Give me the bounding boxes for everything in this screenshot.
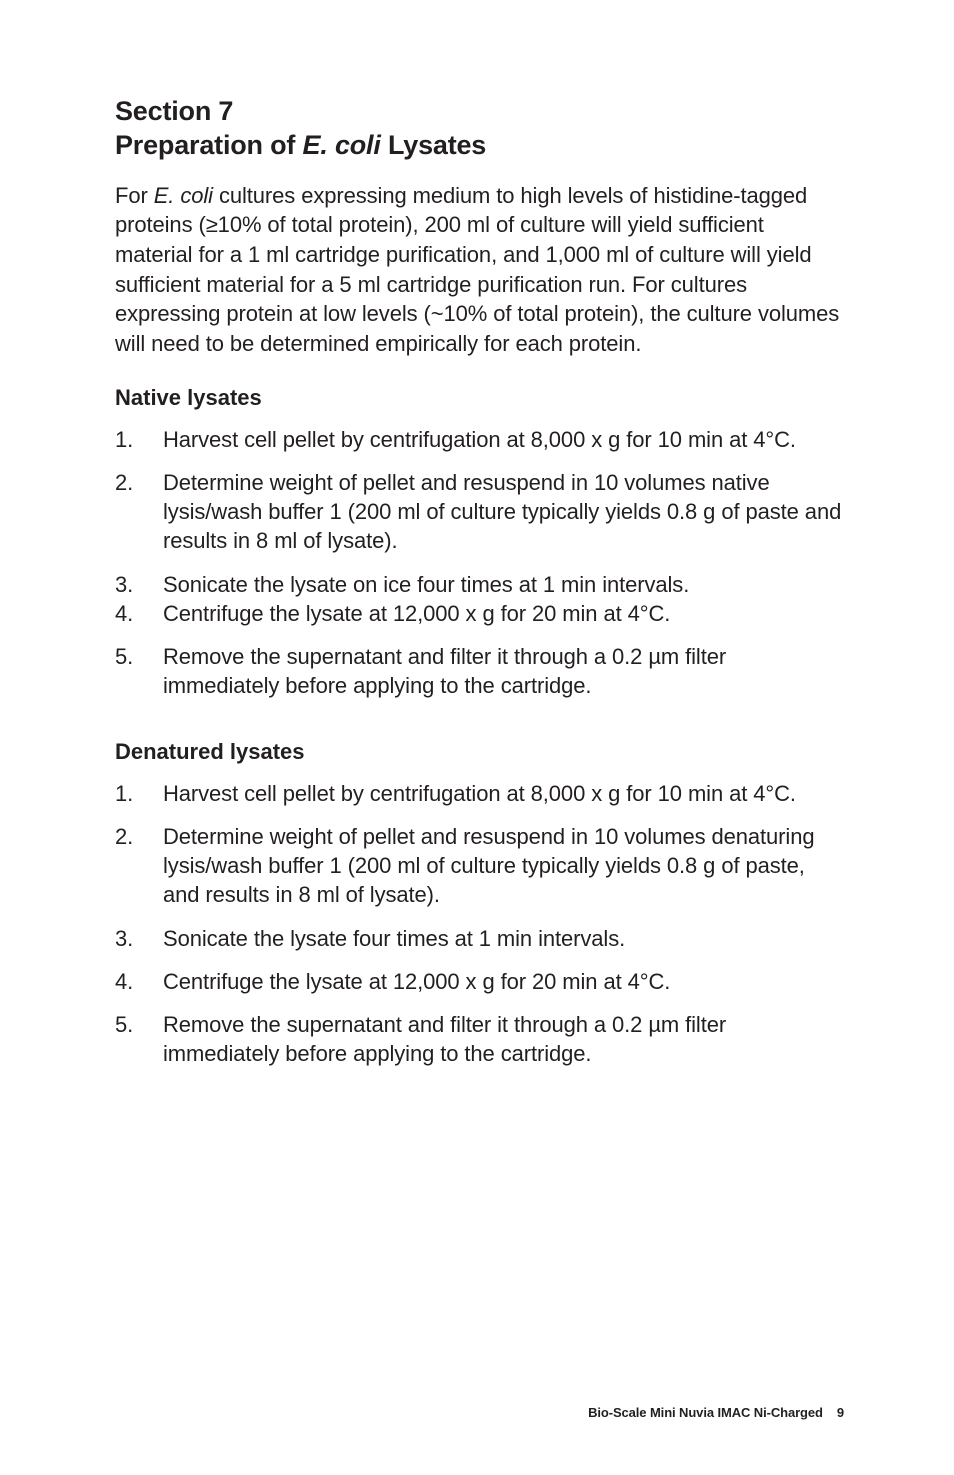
page-footer: Bio-Scale Mini Nuvia IMAC Ni-Charged 9 <box>588 1405 844 1420</box>
native-heading: Native lysates <box>115 385 844 411</box>
footer-page-number: 9 <box>837 1405 844 1420</box>
list-item: Sonicate the lysate on ice four times at… <box>115 570 844 599</box>
page-container: Section 7 Preparation of E. coli Lysates… <box>0 0 954 1475</box>
section-line1: Section 7 <box>115 96 233 126</box>
section-line2-post: Lysates <box>381 130 486 160</box>
list-item: Centrifuge the lysate at 12,000 x g for … <box>115 599 844 628</box>
intro-paragraph: For E. coli cultures expressing medium t… <box>115 181 844 359</box>
section-line2: Preparation of E. coli Lysates <box>115 130 486 160</box>
list-item: Harvest cell pellet by centrifugation at… <box>115 425 844 454</box>
list-item: Remove the supernatant and filter it thr… <box>115 1010 844 1069</box>
section-line2-pre: Preparation of <box>115 130 303 160</box>
denatured-heading: Denatured lysates <box>115 739 844 765</box>
list-item: Determine weight of pellet and resuspend… <box>115 468 844 556</box>
list-item: Centrifuge the lysate at 12,000 x g for … <box>115 967 844 996</box>
list-item: Harvest cell pellet by centrifugation at… <box>115 779 844 808</box>
list-item: Sonicate the lysate four times at 1 min … <box>115 924 844 953</box>
intro-em: E. coli <box>154 183 213 208</box>
section-heading: Section 7 Preparation of E. coli Lysates <box>115 95 844 163</box>
list-item: Determine weight of pellet and resuspend… <box>115 822 844 910</box>
list-item: Remove the supernatant and filter it thr… <box>115 642 844 701</box>
intro-pre: For <box>115 183 154 208</box>
denatured-list: Harvest cell pellet by centrifugation at… <box>115 779 844 1083</box>
section-line2-em: E. coli <box>303 130 381 160</box>
native-list: Harvest cell pellet by centrifugation at… <box>115 425 844 715</box>
footer-title: Bio-Scale Mini Nuvia IMAC Ni-Charged <box>588 1405 823 1420</box>
intro-post: cultures expressing medium to high level… <box>115 183 839 356</box>
